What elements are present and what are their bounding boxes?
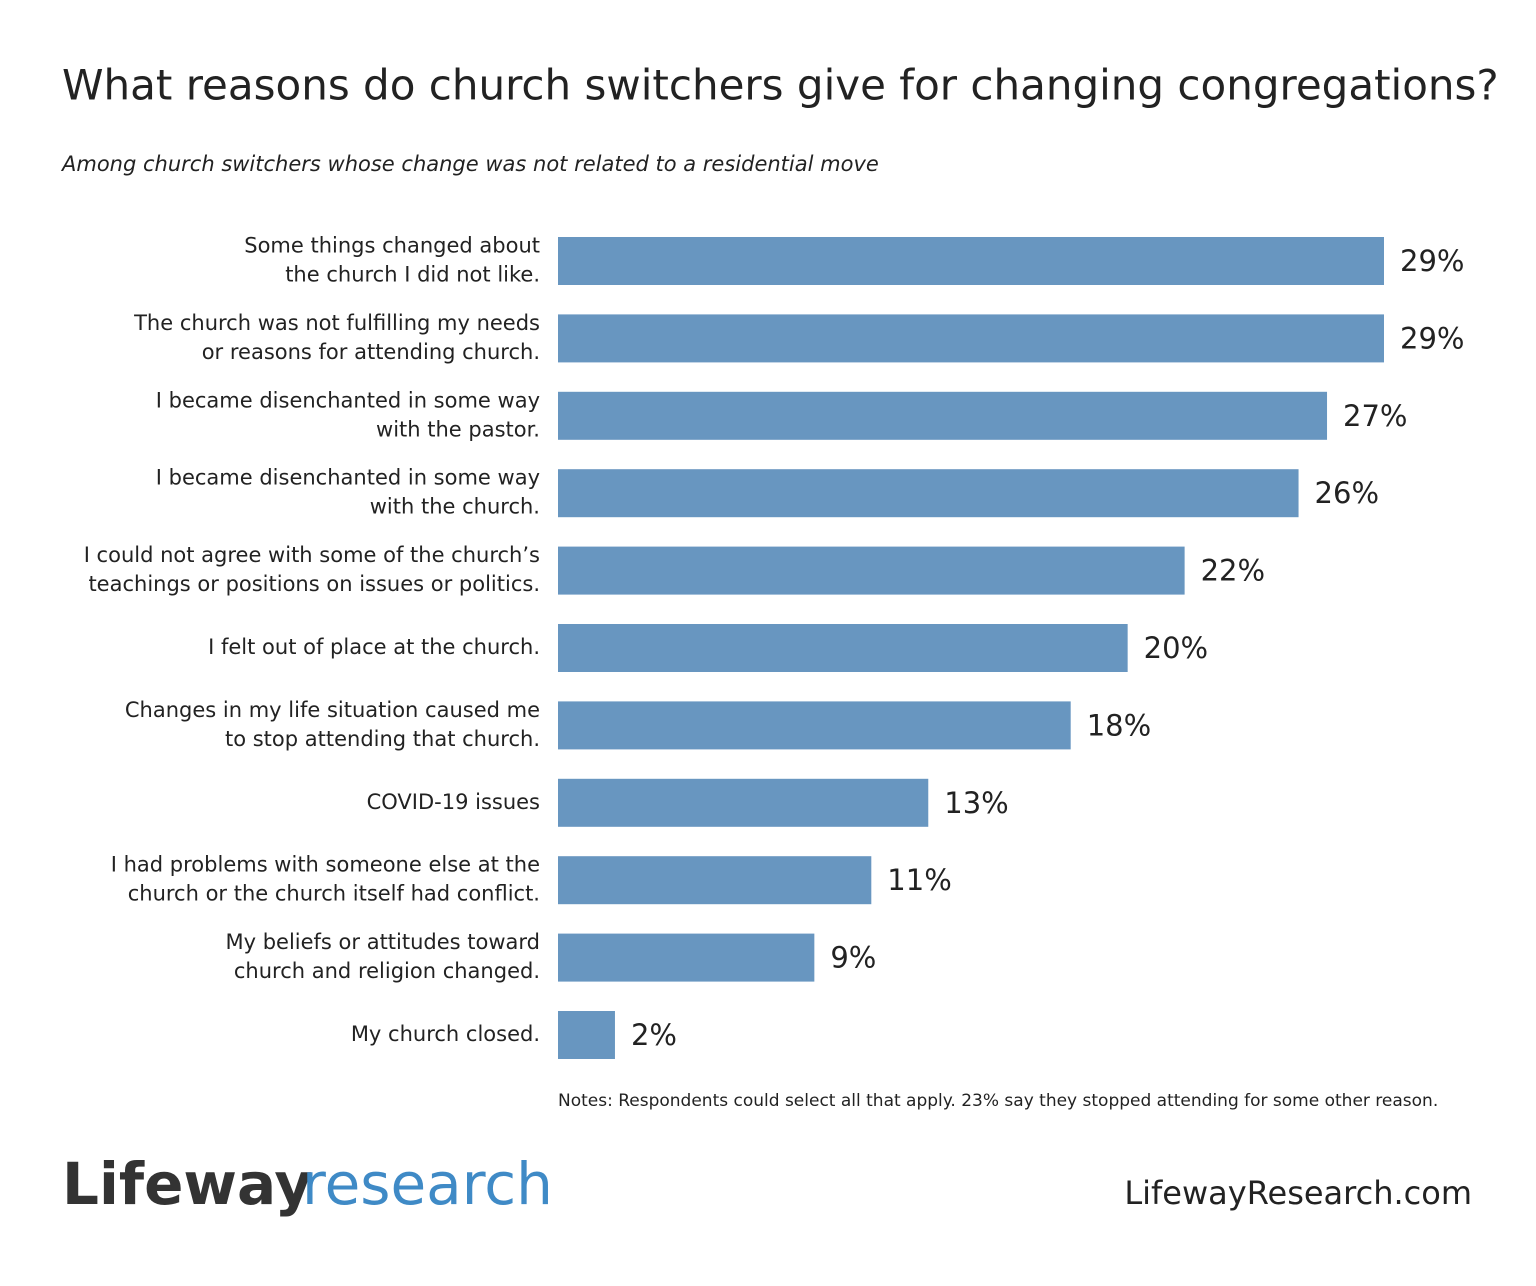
bar (558, 546, 1185, 595)
bar (558, 933, 815, 982)
brand-research: research (302, 1150, 553, 1218)
bar (558, 391, 1328, 440)
bar (558, 856, 872, 905)
category-label: I had problems with someone else at the (111, 853, 540, 877)
bar (558, 624, 1128, 672)
bar (558, 237, 1384, 285)
bar (558, 1011, 615, 1059)
chart-title: What reasons do church switchers give fo… (62, 61, 1499, 110)
category-label: COVID-19 issues (367, 790, 540, 814)
category-label: the church I did not like. (285, 263, 540, 287)
value-label: 26% (1315, 476, 1379, 510)
category-label: with the pastor. (376, 417, 540, 441)
bar (558, 314, 1384, 363)
category-label: Some things changed about (244, 234, 540, 258)
category-label: to stop attending that church. (225, 727, 540, 751)
category-label: I became disenchanted in some way (156, 466, 540, 490)
value-label: 20% (1144, 631, 1208, 665)
brand-name: Lifeway (62, 1150, 312, 1218)
category-label: or reasons for attending church. (202, 340, 540, 364)
bar (558, 701, 1071, 750)
category-label: I became disenchanted in some way (156, 388, 540, 412)
category-label: I felt out of place at the church. (208, 635, 540, 659)
note: Notes: Respondents could select all that… (558, 1091, 1438, 1111)
bar (558, 778, 929, 827)
category-label: teachings or positions on issues or poli… (88, 572, 540, 596)
value-label: 9% (830, 941, 876, 975)
category-label: church and religion changed. (234, 959, 540, 983)
category-label: with the church. (370, 495, 540, 519)
value-label: 11% (887, 863, 951, 897)
category-label: My church closed. (351, 1022, 540, 1046)
value-label: 29% (1400, 244, 1464, 278)
category-label: church or the church itself had conflict… (128, 882, 540, 906)
bar (558, 469, 1299, 518)
category-label: My beliefs or attitudes toward (225, 930, 540, 954)
value-label: 2% (631, 1018, 677, 1052)
value-label: 18% (1087, 708, 1151, 742)
value-label: 27% (1343, 399, 1407, 433)
category-label: Changes in my life situation caused me (125, 698, 540, 722)
website: LifewayResearch.com (1124, 1174, 1472, 1212)
value-label: 13% (944, 786, 1008, 820)
value-label: 29% (1400, 321, 1464, 355)
chart-subtitle: Among church switchers whose change was … (60, 152, 879, 176)
value-label: 22% (1201, 554, 1265, 588)
category-label: I could not agree with some of the churc… (84, 543, 540, 567)
category-label: The church was not fulfilling my needs (133, 311, 540, 335)
